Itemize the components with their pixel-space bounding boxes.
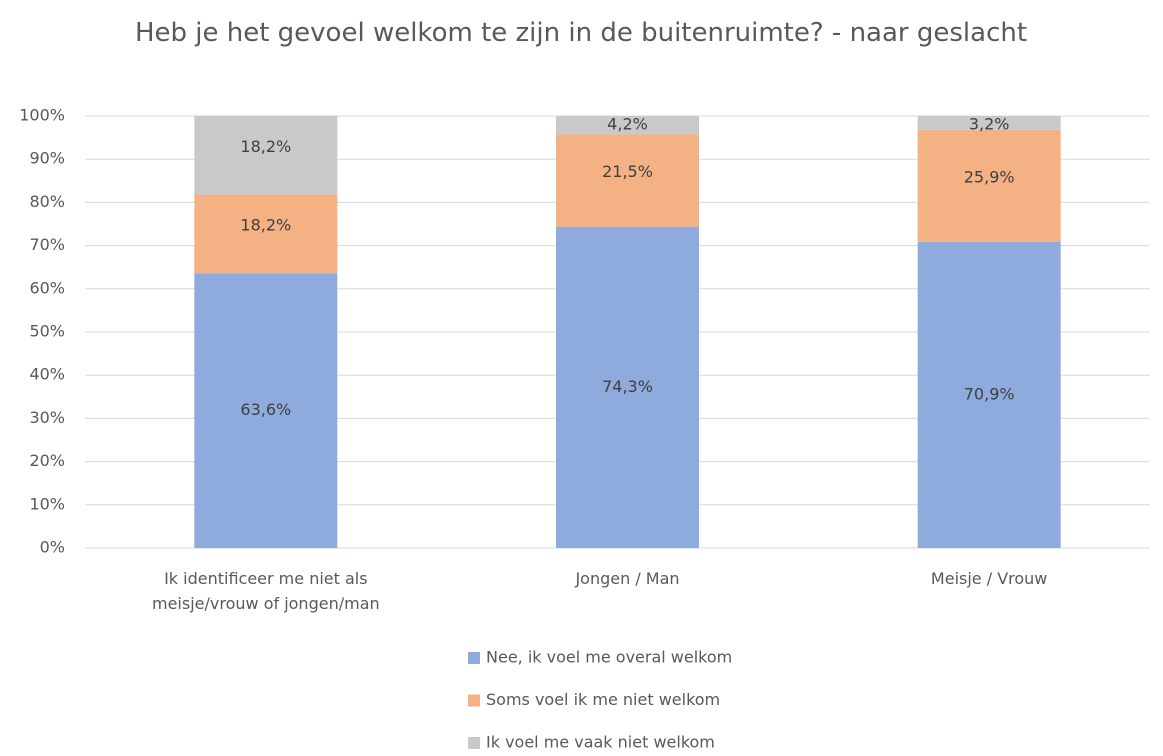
x-tick-label: Ik identificeer me niet als meisje/vrouw… [152,569,380,613]
y-tick-label: 100% [19,106,65,125]
y-tick-label: 80% [29,192,65,211]
bar-segment [917,116,1061,130]
chart-title: Heb je het gevoel welkom te zijn in de b… [134,18,1028,48]
x-tick-label: Jongen / Man [575,569,680,588]
data-label: 21,5% [602,162,653,181]
legend-swatch [468,694,480,707]
data-label: 74,3% [602,377,653,396]
legend-swatch [468,652,480,664]
y-tick-label: 50% [29,322,65,341]
y-tick-label: 20% [29,451,65,470]
data-label: 4,2% [607,115,648,134]
data-label: 18,2% [240,215,291,234]
bar-segment [194,116,338,195]
legend-label: Soms voel ik me niet welkom [486,690,720,709]
y-tick-label: 60% [29,278,65,297]
y-tick-label: 90% [29,149,65,168]
y-tick-label: 10% [29,494,65,513]
legend-label: Nee, ik voel me overal welkom [486,648,732,667]
bar-segment [917,241,1061,548]
x-tick-label: Meisje / Vrouw [930,569,1048,588]
y-tick-label: 30% [29,408,65,427]
y-tick-label: 70% [29,235,65,254]
y-tick-label: 40% [29,365,65,384]
bar-segment [917,129,1061,242]
data-label: 25,9% [964,167,1015,186]
bar-segment [194,273,338,548]
bar-segment [556,116,699,135]
data-label: 18,2% [240,137,291,156]
data-label: 70,9% [964,384,1015,403]
y-tick-label: 0% [40,538,65,557]
bar-segment [556,227,699,549]
data-label: 63,6% [240,400,291,419]
bar-segment [194,194,338,274]
data-label: 3,2% [969,115,1010,134]
bar-segment [556,134,699,228]
legend-label: Ik voel me vaak niet welkom [486,733,715,752]
legend-swatch [468,737,480,749]
